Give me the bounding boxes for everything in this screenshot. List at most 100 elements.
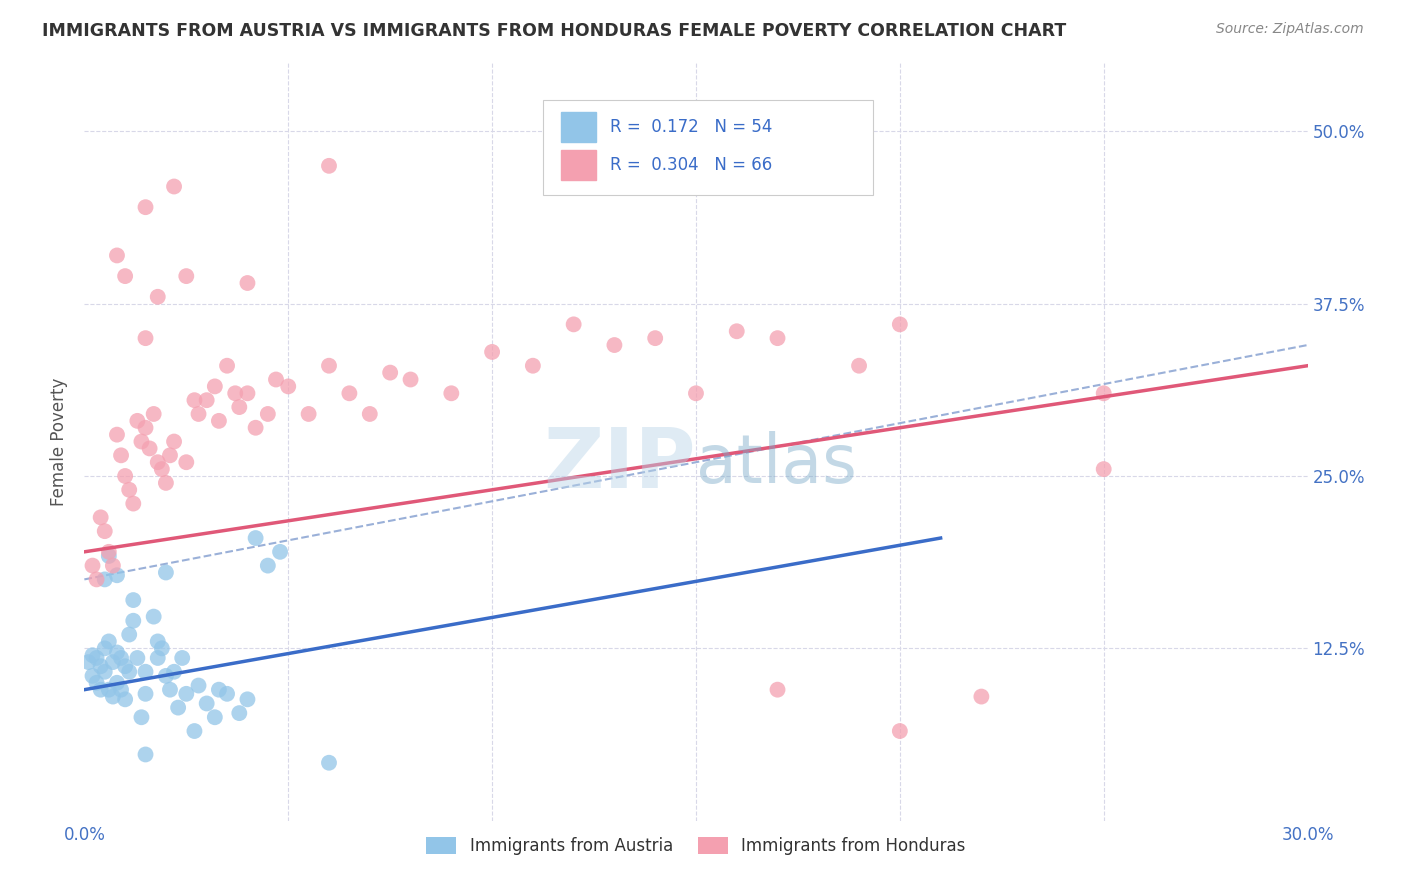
- Point: [228, 706, 250, 720]
- Point: [889, 724, 911, 739]
- Point: [174, 269, 197, 284]
- Point: [146, 651, 169, 665]
- Bar: [561, 112, 596, 142]
- Point: [146, 290, 169, 304]
- Text: IMMIGRANTS FROM AUSTRIA VS IMMIGRANTS FROM HONDURAS FEMALE POVERTY CORRELATION C: IMMIGRANTS FROM AUSTRIA VS IMMIGRANTS FR…: [42, 22, 1066, 40]
- Text: R =  0.172   N = 54: R = 0.172 N = 54: [610, 118, 773, 136]
- Point: [228, 400, 250, 414]
- Point: [135, 200, 157, 214]
- Point: [86, 675, 108, 690]
- Point: [90, 510, 112, 524]
- Point: [195, 393, 218, 408]
- Point: [766, 682, 789, 697]
- Point: [127, 651, 149, 665]
- Point: [318, 359, 340, 373]
- Point: [359, 407, 381, 421]
- Point: [159, 682, 181, 697]
- Point: [644, 331, 666, 345]
- Point: [93, 665, 115, 679]
- Y-axis label: Female Poverty: Female Poverty: [51, 377, 69, 506]
- Point: [603, 338, 626, 352]
- Point: [101, 690, 124, 704]
- Point: [101, 655, 124, 669]
- Point: [187, 407, 209, 421]
- Point: [97, 549, 120, 563]
- Point: [1092, 462, 1115, 476]
- Point: [183, 393, 205, 408]
- Point: [264, 372, 287, 386]
- Point: [269, 545, 291, 559]
- Point: [257, 558, 280, 573]
- Point: [155, 669, 177, 683]
- Point: [174, 455, 197, 469]
- Point: [93, 524, 115, 538]
- Point: [90, 682, 112, 697]
- Point: [127, 414, 149, 428]
- Point: [725, 324, 748, 338]
- Point: [122, 614, 145, 628]
- Point: [163, 665, 186, 679]
- Point: [135, 665, 157, 679]
- Text: R =  0.304   N = 66: R = 0.304 N = 66: [610, 156, 772, 174]
- Point: [195, 697, 218, 711]
- Point: [97, 545, 120, 559]
- Point: [82, 669, 104, 683]
- Point: [167, 700, 190, 714]
- Point: [217, 359, 239, 373]
- Point: [174, 687, 197, 701]
- Point: [208, 414, 231, 428]
- Point: [135, 747, 157, 762]
- Point: [114, 269, 136, 284]
- Point: [257, 407, 280, 421]
- Point: [114, 469, 136, 483]
- Point: [105, 248, 128, 262]
- Point: [114, 659, 136, 673]
- Text: Source: ZipAtlas.com: Source: ZipAtlas.com: [1216, 22, 1364, 37]
- Point: [204, 710, 226, 724]
- Point: [82, 558, 104, 573]
- Point: [118, 483, 141, 497]
- Point: [93, 573, 115, 587]
- Point: [93, 641, 115, 656]
- Point: [150, 641, 173, 656]
- Point: [122, 497, 145, 511]
- Point: [298, 407, 321, 421]
- Point: [142, 609, 165, 624]
- Point: [105, 645, 128, 659]
- Point: [380, 366, 402, 380]
- Point: [105, 568, 128, 582]
- Point: [889, 318, 911, 332]
- Point: [105, 675, 128, 690]
- Point: [208, 682, 231, 697]
- Point: [135, 687, 157, 701]
- Point: [135, 331, 157, 345]
- Point: [236, 692, 259, 706]
- FancyBboxPatch shape: [543, 101, 873, 195]
- Bar: [561, 150, 596, 180]
- Point: [522, 359, 544, 373]
- Point: [159, 448, 181, 462]
- Point: [146, 634, 169, 648]
- Point: [1092, 386, 1115, 401]
- Point: [110, 682, 132, 697]
- Point: [204, 379, 226, 393]
- Point: [146, 455, 169, 469]
- Point: [766, 331, 789, 345]
- Point: [562, 318, 585, 332]
- Point: [135, 421, 157, 435]
- Point: [277, 379, 299, 393]
- Point: [339, 386, 361, 401]
- Point: [138, 442, 160, 456]
- Point: [90, 659, 112, 673]
- Point: [245, 421, 267, 435]
- Point: [82, 648, 104, 663]
- Point: [118, 627, 141, 641]
- Text: ZIP: ZIP: [544, 424, 696, 505]
- Point: [97, 682, 120, 697]
- Point: [97, 634, 120, 648]
- Text: atlas: atlas: [696, 432, 856, 497]
- Point: [848, 359, 870, 373]
- Point: [142, 407, 165, 421]
- Point: [172, 651, 194, 665]
- Point: [685, 386, 707, 401]
